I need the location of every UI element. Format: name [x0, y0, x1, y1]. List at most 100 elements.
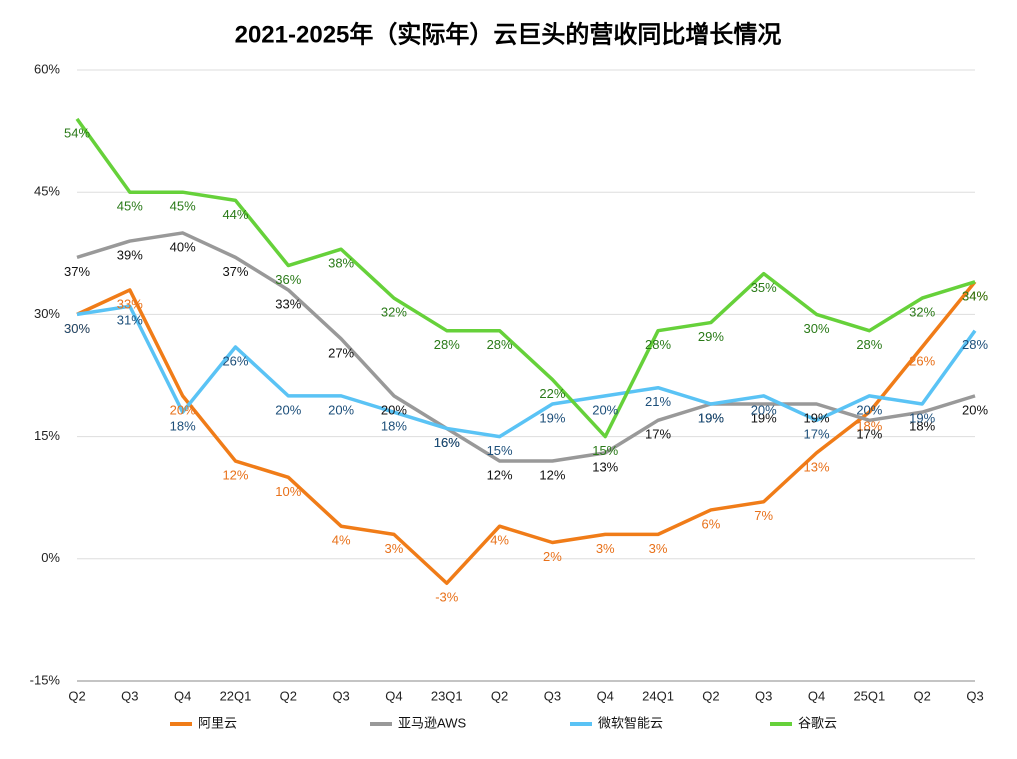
data-label: 20%: [328, 402, 354, 417]
data-label: 19%: [751, 410, 777, 425]
data-label: 18%: [381, 419, 407, 434]
legend-label: 阿里云: [198, 715, 237, 730]
data-label: 16%: [434, 435, 460, 450]
data-label: 39%: [117, 248, 143, 263]
series-line: [76, 231, 976, 463]
series-line: [76, 304, 977, 439]
data-label: 33%: [275, 296, 301, 311]
x-tick-label: 22Q1: [220, 688, 252, 703]
data-label: 37%: [222, 264, 248, 279]
data-label: 20%: [751, 402, 777, 417]
data-label: 28%: [856, 337, 882, 352]
data-label: 2%: [543, 549, 562, 564]
data-label: 18%: [856, 419, 882, 434]
x-tick-label: Q2: [702, 688, 719, 703]
data-label: 4%: [490, 533, 509, 548]
y-tick-label: 15%: [34, 428, 60, 443]
series-line: [75, 117, 976, 439]
data-label: 29%: [698, 329, 724, 344]
legend-label: 谷歌云: [798, 715, 837, 730]
y-tick-label: -15%: [30, 672, 61, 687]
data-label: 3%: [385, 541, 404, 556]
data-label: 19%: [539, 410, 565, 425]
data-label: 19%: [909, 410, 935, 425]
x-tick-label: Q4: [597, 688, 614, 703]
x-tick-label: Q3: [966, 688, 983, 703]
data-label: 16%: [434, 435, 460, 450]
x-tick-label: Q4: [808, 688, 825, 703]
x-tick-label: Q2: [280, 688, 297, 703]
data-label: 19%: [698, 410, 724, 425]
data-label: 45%: [170, 199, 196, 214]
data-label: 30%: [64, 321, 90, 336]
data-label: 37%: [64, 264, 90, 279]
x-tick-label: 23Q1: [431, 688, 463, 703]
data-label: 17%: [856, 427, 882, 442]
x-tick-label: Q2: [68, 688, 85, 703]
data-label: 18%: [909, 419, 935, 434]
legend-label: 亚马逊AWS: [398, 715, 466, 730]
data-label: 4%: [332, 533, 351, 548]
data-label: 33%: [117, 296, 143, 311]
data-label: 19%: [804, 410, 830, 425]
data-label: 12%: [222, 467, 248, 482]
x-tick-label: Q3: [121, 688, 138, 703]
series-line: [76, 280, 977, 585]
data-label: 3%: [596, 541, 615, 556]
x-tick-label: 25Q1: [853, 688, 885, 703]
data-label: 19%: [698, 410, 724, 425]
x-tick-label: Q2: [914, 688, 931, 703]
data-label: 28%: [645, 337, 671, 352]
data-label: 26%: [909, 353, 935, 368]
x-tick-label: Q3: [332, 688, 349, 703]
data-label: 44%: [222, 207, 248, 222]
x-tick-label: Q4: [174, 688, 191, 703]
data-label: 13%: [804, 459, 830, 474]
data-label: -3%: [435, 590, 459, 605]
x-tick-label: Q2: [491, 688, 508, 703]
data-label: 30%: [804, 321, 830, 336]
x-tick-label: 24Q1: [642, 688, 674, 703]
data-label: 38%: [328, 256, 354, 271]
data-label: 7%: [754, 508, 773, 523]
data-label: 36%: [275, 272, 301, 287]
data-label: 12%: [487, 467, 513, 482]
data-label: 12%: [539, 467, 565, 482]
y-tick-label: 30%: [34, 306, 60, 321]
data-label: 3%: [649, 541, 668, 556]
data-label: 17%: [645, 427, 671, 442]
data-label: 18%: [170, 419, 196, 434]
data-label: 31%: [117, 313, 143, 328]
data-label: 15%: [592, 443, 618, 458]
data-label: 20%: [962, 402, 988, 417]
data-label: 20%: [381, 402, 407, 417]
y-tick-label: 0%: [41, 550, 60, 565]
data-label: 6%: [701, 516, 720, 531]
data-label: 21%: [645, 394, 671, 409]
data-label: 34%: [962, 288, 988, 303]
data-label: 22%: [539, 386, 565, 401]
data-label: 28%: [962, 337, 988, 352]
data-label: 20%: [170, 402, 196, 417]
data-label: 20%: [275, 402, 301, 417]
data-label: 32%: [909, 305, 935, 320]
data-label: 28%: [434, 337, 460, 352]
data-label: 35%: [751, 280, 777, 295]
chart-title: 2021-2025年（实际年）云巨头的营收同比增长情况: [235, 20, 782, 48]
data-label: 15%: [487, 443, 513, 458]
data-label: 26%: [222, 353, 248, 368]
data-label: 28%: [487, 337, 513, 352]
data-label: 20%: [856, 402, 882, 417]
data-label: 20%: [592, 402, 618, 417]
data-label: 27%: [328, 345, 354, 360]
legend-label: 微软智能云: [598, 715, 663, 730]
y-tick-label: 60%: [34, 61, 60, 76]
data-label: 13%: [592, 459, 618, 474]
data-label: 54%: [64, 125, 90, 140]
data-label: 45%: [117, 199, 143, 214]
data-label: 17%: [804, 427, 830, 442]
data-label: 34%: [962, 288, 988, 303]
y-tick-label: 45%: [34, 184, 60, 199]
data-label: 40%: [170, 239, 196, 254]
